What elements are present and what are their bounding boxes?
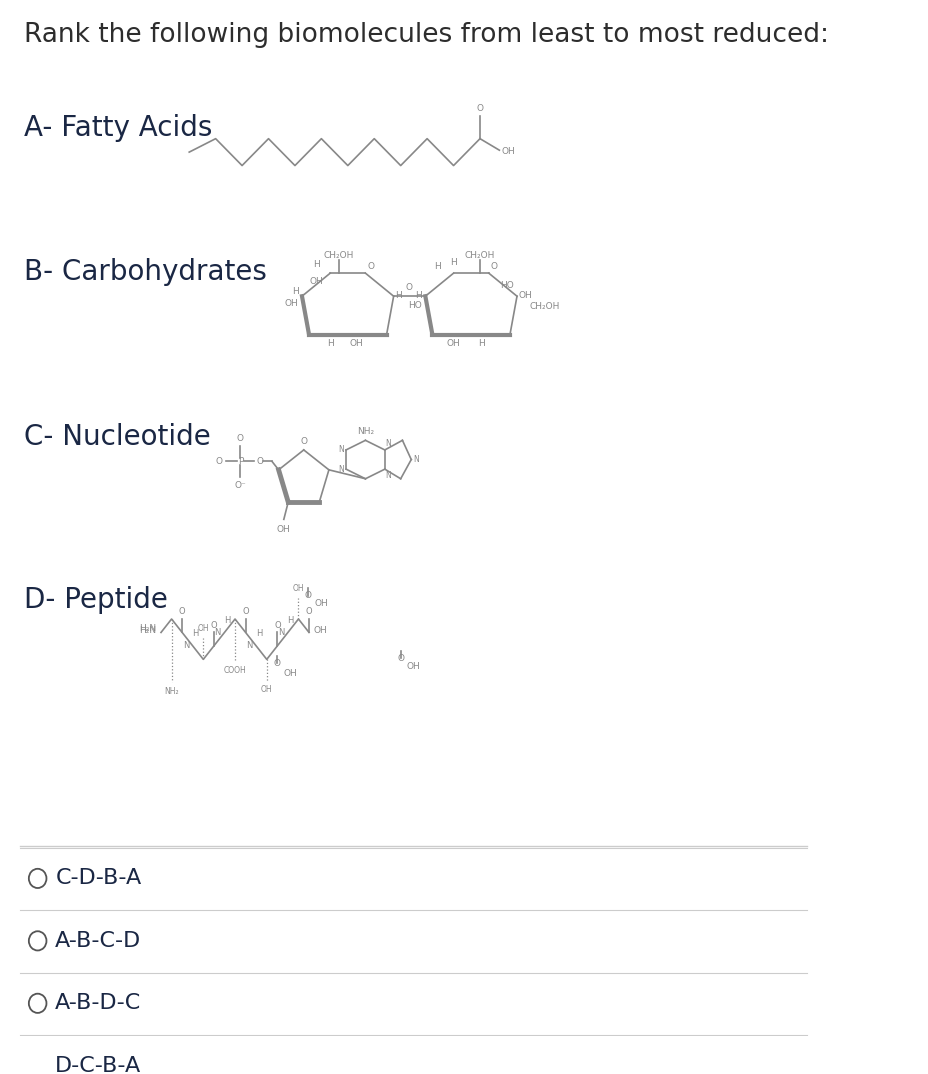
Text: O: O <box>274 621 280 629</box>
Text: OH: OH <box>313 626 327 635</box>
Text: P: P <box>238 456 243 466</box>
Text: O: O <box>179 607 186 616</box>
Text: NH₂: NH₂ <box>356 427 374 436</box>
Text: H: H <box>255 629 262 638</box>
Text: N: N <box>384 439 390 448</box>
Text: N: N <box>338 446 344 454</box>
Text: COOH: COOH <box>224 666 246 676</box>
Text: H: H <box>415 291 421 300</box>
Text: O: O <box>490 262 497 272</box>
Text: CH₂OH: CH₂OH <box>529 302 559 310</box>
Text: H: H <box>291 288 298 296</box>
Text: O: O <box>300 437 307 446</box>
Text: H: H <box>450 259 457 267</box>
Text: O: O <box>406 284 413 292</box>
Text: OH: OH <box>261 685 272 694</box>
Text: O: O <box>211 621 217 629</box>
Text: CH₂OH: CH₂OH <box>464 251 495 260</box>
Text: N: N <box>246 641 252 651</box>
Text: H: H <box>192 629 199 638</box>
Text: N: N <box>183 641 189 651</box>
Text: O: O <box>367 262 374 272</box>
Text: C- Nucleotide: C- Nucleotide <box>23 423 210 451</box>
Text: O: O <box>305 607 312 616</box>
Text: OH: OH <box>277 525 290 534</box>
Text: OH: OH <box>406 662 420 671</box>
Text: H: H <box>395 291 402 300</box>
Text: N: N <box>338 465 344 474</box>
Text: O: O <box>397 654 404 664</box>
Text: OH: OH <box>349 339 363 348</box>
Text: O: O <box>476 104 483 113</box>
Text: A-B-C-D: A-B-C-D <box>55 931 141 950</box>
Text: OH: OH <box>309 277 323 286</box>
Text: OH: OH <box>500 147 514 156</box>
Text: Rank the following biomolecules from least to most reduced:: Rank the following biomolecules from lea… <box>23 23 828 48</box>
Text: C-D-B-A: C-D-B-A <box>55 869 141 888</box>
Text: N: N <box>277 628 284 637</box>
Text: N: N <box>214 628 221 637</box>
Text: O: O <box>304 591 311 600</box>
Text: D- Peptide: D- Peptide <box>23 586 167 614</box>
Text: O: O <box>242 607 249 616</box>
Text: O: O <box>215 456 223 466</box>
Text: A- Fatty Acids: A- Fatty Acids <box>23 114 212 142</box>
Text: O: O <box>256 456 263 466</box>
Text: CH₂OH: CH₂OH <box>324 251 354 260</box>
Text: N: N <box>413 455 419 464</box>
Text: OH: OH <box>283 669 297 678</box>
Text: N: N <box>384 471 390 480</box>
Text: OH: OH <box>314 598 328 608</box>
Text: B- Carbohydrates: B- Carbohydrates <box>23 258 266 286</box>
Text: OH: OH <box>292 584 304 593</box>
Text: OH: OH <box>518 291 532 300</box>
Text: O⁻: O⁻ <box>234 481 246 490</box>
Text: OH: OH <box>198 624 209 634</box>
Text: HO: HO <box>407 301 421 309</box>
Text: H₂N: H₂N <box>139 624 157 633</box>
Text: O: O <box>237 434 243 444</box>
Text: OH: OH <box>284 299 298 308</box>
Text: H: H <box>327 339 333 348</box>
Text: HO: HO <box>499 281 513 290</box>
Text: H₂N: H₂N <box>139 626 157 635</box>
Text: H: H <box>313 260 319 270</box>
Text: A-B-D-C: A-B-D-C <box>55 993 141 1013</box>
Text: H: H <box>287 615 293 625</box>
Text: OH: OH <box>446 339 460 348</box>
Text: NH₂: NH₂ <box>164 687 179 696</box>
Text: O: O <box>274 659 280 668</box>
Text: H: H <box>224 615 230 625</box>
Text: H: H <box>478 339 484 348</box>
Text: D-C-B-A: D-C-B-A <box>55 1056 141 1074</box>
Text: H: H <box>434 262 441 272</box>
